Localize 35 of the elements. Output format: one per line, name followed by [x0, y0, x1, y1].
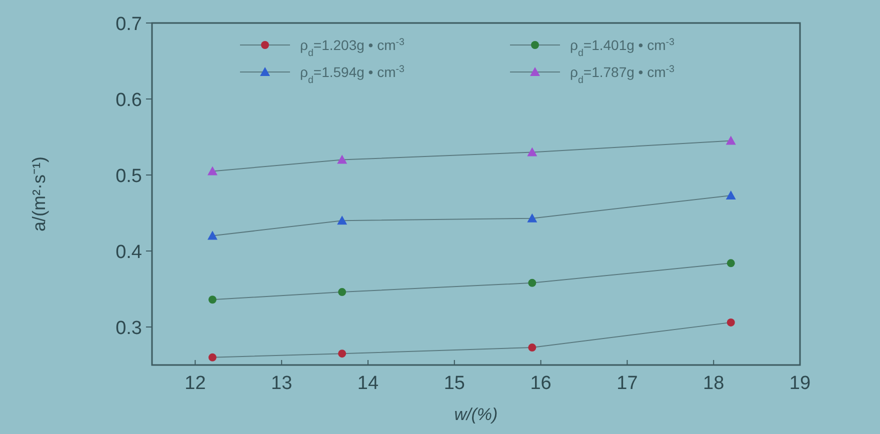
legend-label: ρ$_{d}$=1.401g • cm$^{-3}$: [570, 36, 676, 58]
legend-label: ρ$_{d}$=1.787g • cm$^{-3}$: [570, 64, 676, 86]
point: [726, 318, 735, 326]
point: [208, 353, 216, 362]
point: [527, 147, 538, 156]
point: [528, 344, 536, 352]
point: [207, 166, 218, 176]
point: [338, 350, 346, 358]
point: [337, 154, 348, 164]
point: [207, 230, 218, 240]
point: [337, 216, 348, 225]
x-tick-label: 18: [703, 373, 724, 394]
point: [338, 288, 346, 296]
y-tick-label: 0.4: [116, 242, 142, 263]
x-tick-label: 16: [530, 373, 552, 394]
x-tick-label: 14: [357, 373, 379, 394]
x-tick-label: 13: [271, 373, 292, 394]
x-tick-label: 17: [616, 373, 638, 394]
point: [527, 213, 538, 222]
x-tick-label: 15: [444, 373, 465, 394]
point: [726, 190, 736, 200]
legend-label: ρ$_{d}$=1.594g • cm$^{-3}$: [300, 64, 406, 86]
x-tick-label: 12: [184, 373, 206, 394]
legend-label: ρ$_{d}$=1.203g • cm$^{-3}$: [300, 36, 406, 58]
x-tick-label: 19: [789, 373, 811, 394]
y-tick-label: 0.6: [116, 90, 142, 111]
point: [528, 278, 536, 287]
y-axis-title: a/(m²·s⁻¹): [29, 156, 49, 232]
point: [208, 296, 216, 304]
y-tick-label: 0.3: [116, 318, 142, 339]
y-tick-label: 0.7: [116, 14, 142, 35]
point: [726, 259, 735, 268]
x-axis-title: w/(%): [454, 405, 498, 424]
point: [726, 136, 736, 145]
y-tick-label: 0.5: [116, 166, 142, 187]
